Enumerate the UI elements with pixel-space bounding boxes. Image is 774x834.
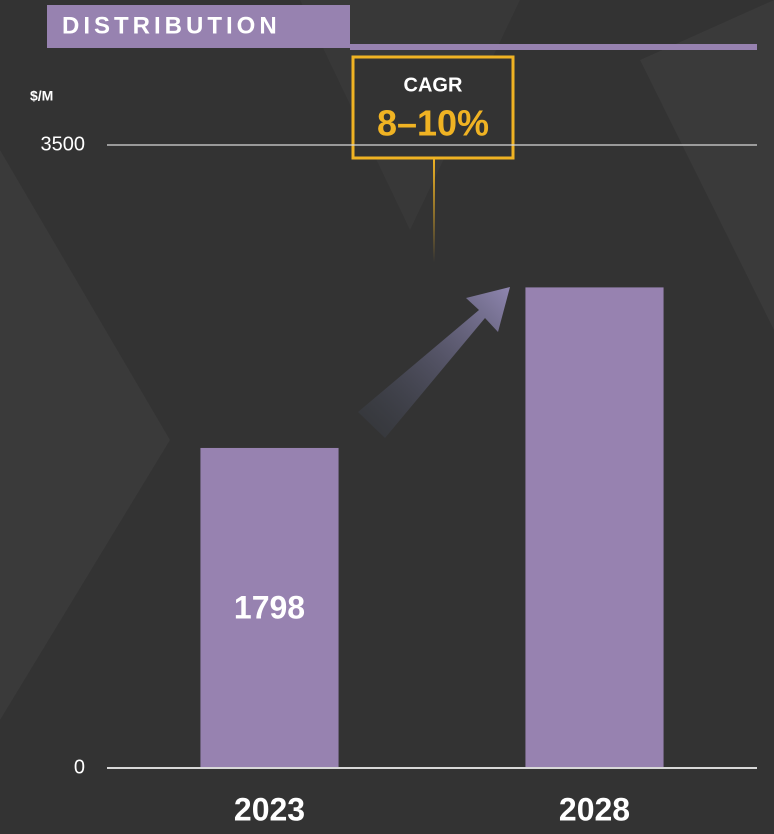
- decor: [0, 150, 170, 720]
- callout-box: [351, 55, 515, 160]
- title-rule: [350, 44, 757, 50]
- y-axis-label: $/M: [30, 88, 53, 104]
- x-tick-label: 2023: [234, 791, 305, 827]
- value-label: 1798: [234, 589, 305, 625]
- callout-text: 8–10%: [377, 103, 489, 144]
- growth-arrow: [358, 287, 510, 438]
- x-tick-label: 2028: [559, 791, 630, 827]
- callout-stem: [433, 158, 435, 262]
- title-band: [47, 5, 350, 48]
- decor: [640, 0, 774, 330]
- bar: [200, 447, 339, 768]
- y-tick-label: 0: [74, 756, 85, 778]
- y-tick-label: 3500: [41, 133, 86, 155]
- chart-title: DISTRIBUTION: [62, 12, 281, 39]
- bar: [525, 287, 664, 768]
- callout-title: CAGR: [404, 74, 463, 96]
